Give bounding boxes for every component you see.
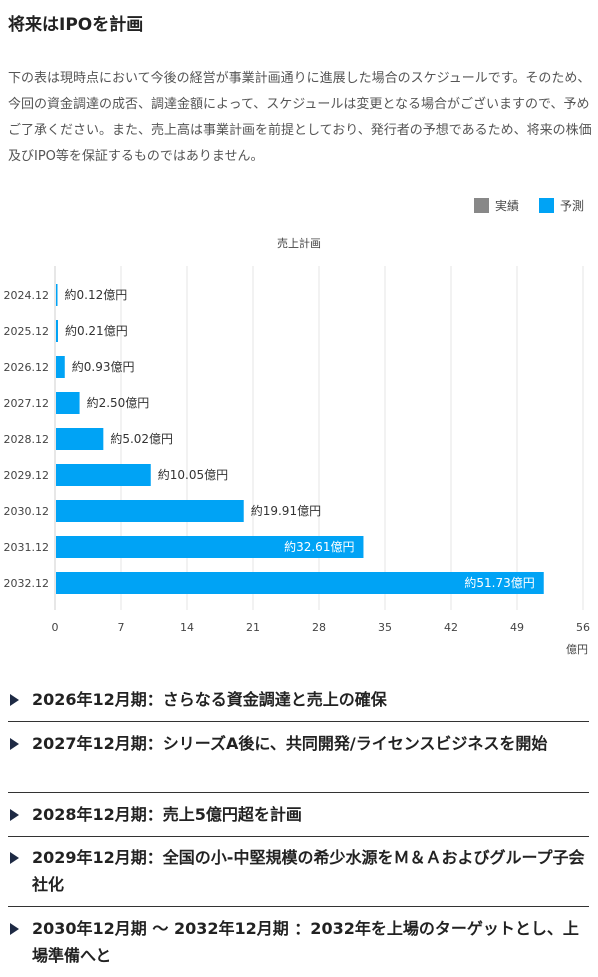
bar (56, 464, 151, 486)
y-category-label: 2025.12 (4, 325, 50, 338)
bar-data-label: 約2.50億円 (87, 395, 150, 410)
bar-data-label: 約0.12億円 (65, 287, 128, 302)
legend-label-forecast: 予測 (559, 199, 584, 213)
bar (56, 428, 104, 450)
x-tick-label: 0 (52, 621, 59, 634)
bar (56, 392, 80, 414)
y-category-label: 2027.12 (4, 397, 50, 410)
bar-data-label: 約51.73億円 (464, 575, 534, 590)
x-tick-label: 7 (118, 621, 125, 634)
sales-plan-chart: 0 7 14 21 28 35 42 49 56 億円 2024.12 約0.12億円 2025.12 約… (4, 266, 590, 656)
page-title: 将来はIPOを計画 (8, 15, 144, 35)
schedule-item-2030-2032: 2030年12月期 〜 2032年12月期 ：2032年を上場のターゲットとし、… (8, 915, 589, 977)
bar-data-label: 約10.05億円 (158, 467, 228, 482)
schedule-item-2026: 2026年12月期：さらなる資金調達と売上の確保 (8, 686, 589, 722)
x-tick-label: 42 (444, 621, 458, 634)
y-category-label: 2032.12 (4, 577, 50, 590)
legend-swatch-actual (473, 198, 489, 213)
y-category-label: 2024.12 (4, 289, 50, 302)
bar-data-label: 約5.02億円 (110, 431, 173, 446)
x-tick-label: 35 (378, 621, 392, 634)
y-category-label: 2031.12 (4, 541, 50, 554)
legend-item-forecast: 予測 (538, 197, 584, 214)
x-tick-label: 28 (312, 621, 326, 634)
bar-data-label: 約32.61億円 (284, 539, 354, 554)
x-tick-label: 21 (246, 621, 260, 634)
schedule-item-text: 2026年12月期：さらなる資金調達と売上の確保 (32, 690, 387, 709)
schedule-item-text: 2030年12月期 〜 2032年12月期 ：2032年を上場のターゲットとし、… (32, 919, 579, 965)
triangle-bullet-icon (10, 809, 19, 821)
triangle-bullet-icon (10, 738, 19, 750)
schedule-item-2028: 2028年12月期：売上5億円超を計画 (8, 801, 589, 837)
y-category-label: 2030.12 (4, 505, 50, 518)
bar (56, 320, 58, 342)
triangle-bullet-icon (10, 923, 19, 935)
triangle-bullet-icon (10, 852, 19, 864)
bar-data-label: 約19.91億円 (251, 503, 321, 518)
x-tick-label: 49 (510, 621, 524, 634)
bar (56, 500, 244, 522)
chart-title: 売上計画 (277, 237, 321, 250)
x-axis-unit-label: 億円 (566, 643, 588, 656)
y-category-label: 2029.12 (4, 469, 50, 482)
chart-legend: 実績 予測 (454, 197, 584, 214)
description-text: 下の表は現時点において今後の経営が事業計画通りに進展した場合のスケジュールです。… (8, 71, 592, 164)
bar-data-label: 約0.93億円 (72, 359, 135, 374)
x-tick-label: 14 (180, 621, 194, 634)
legend-item-actual: 実績 (473, 197, 519, 214)
bar (56, 356, 65, 378)
schedule-item-text: 2028年12月期：売上5億円超を計画 (32, 805, 302, 824)
schedule-item-2027: 2027年12月期：シリーズA後に、共同開発/ライセンスビジネスを開始 (8, 730, 589, 793)
legend-swatch-forecast (538, 198, 554, 213)
bar (56, 536, 364, 558)
y-category-label: 2026.12 (4, 361, 50, 374)
y-category-label: 2028.12 (4, 433, 50, 446)
legend-label-actual: 実績 (494, 199, 519, 213)
schedule-item-text: 2027年12月期：シリーズA後に、共同開発/ライセンスビジネスを開始 (32, 734, 548, 753)
bar-data-label: 約0.21億円 (65, 323, 128, 338)
bar (56, 572, 544, 594)
x-tick-label: 56 (576, 621, 590, 634)
schedule-item-2029: 2029年12月期：全国の小-中堅規模の希少水源をＭ＆Ａおよびグループ子会社化 (8, 844, 589, 907)
schedule-item-text: 2029年12月期：全国の小-中堅規模の希少水源をＭ＆Ａおよびグループ子会社化 (32, 848, 585, 894)
triangle-bullet-icon (10, 694, 19, 706)
bar (56, 284, 58, 306)
